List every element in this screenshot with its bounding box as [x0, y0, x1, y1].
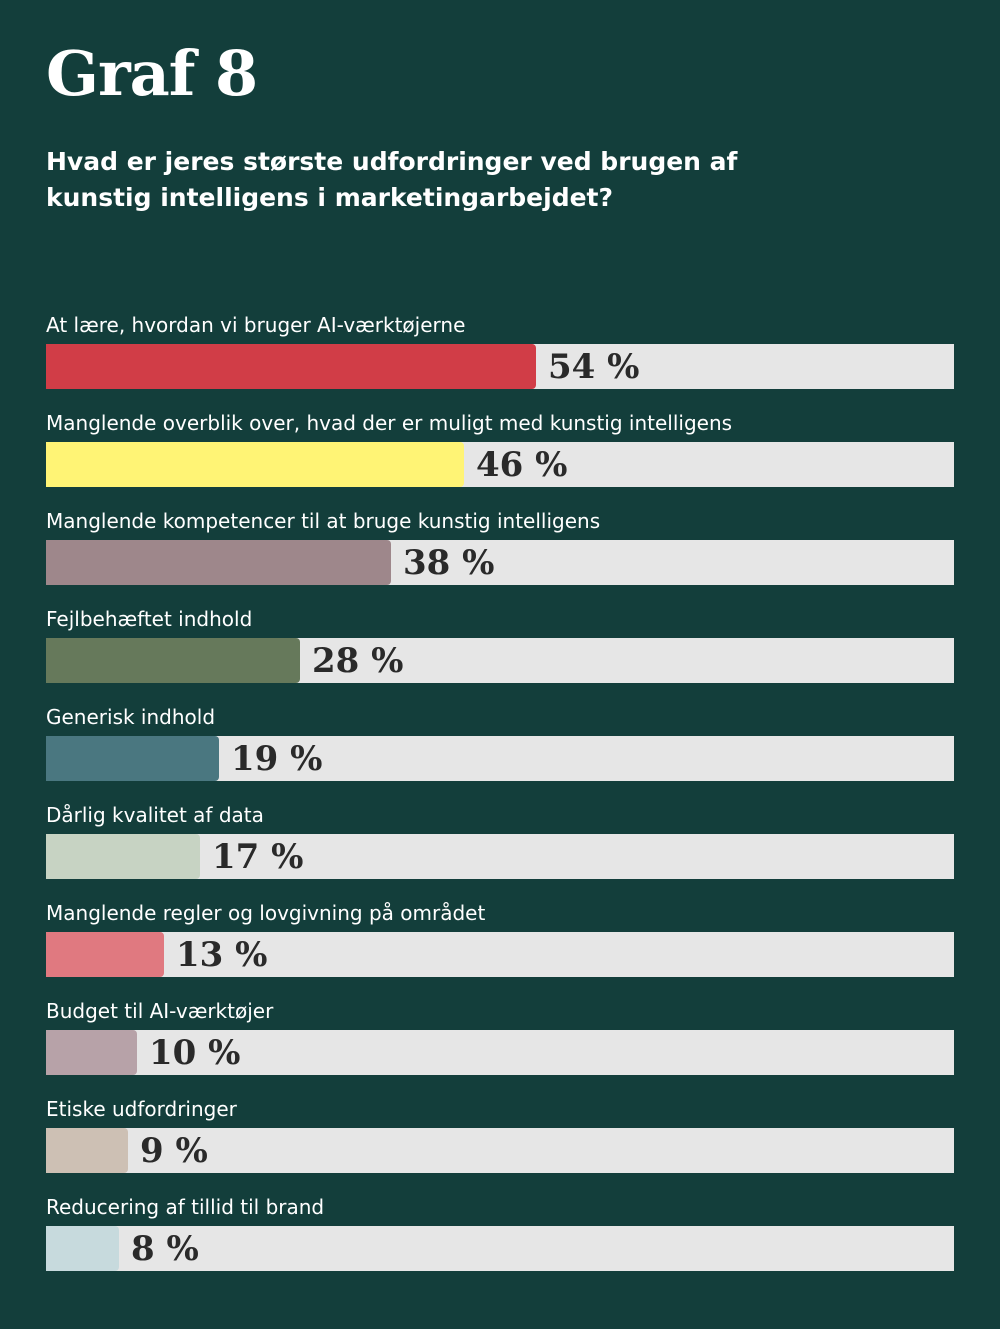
bar-track: 28 % [46, 638, 954, 683]
bar-fill [46, 540, 391, 585]
chart-title: Graf 8 [46, 37, 258, 110]
bar-value-label: 54 % [548, 347, 640, 387]
bar-label: Dårlig kvalitet af data [46, 803, 264, 827]
bar-fill [46, 932, 164, 977]
bar-row: Manglende regler og lovgivning på område… [46, 900, 954, 980]
bar-track: 8 % [46, 1226, 954, 1271]
bar-row: Fejlbehæftet indhold 28 % [46, 606, 954, 686]
bar-value-label: 9 % [140, 1131, 208, 1171]
bar-fill [46, 442, 464, 487]
bar-row: Dårlig kvalitet af data 17 % [46, 802, 954, 882]
bar-track: 54 % [46, 344, 954, 389]
bar-value-label: 28 % [312, 641, 404, 681]
bar-value-label: 46 % [476, 445, 568, 485]
bar-fill [46, 1128, 128, 1173]
bar-label: Manglende regler og lovgivning på område… [46, 901, 486, 925]
bar-row: Reducering af tillid til brand 8 % [46, 1194, 954, 1274]
bar-row: Generisk indhold 19 % [46, 704, 954, 784]
bar-fill [46, 1226, 119, 1271]
bar-row: Manglende overblik over, hvad der er mul… [46, 410, 954, 490]
bar-value-label: 19 % [231, 739, 323, 779]
bar-label: Reducering af tillid til brand [46, 1195, 325, 1219]
bar-track: 9 % [46, 1128, 954, 1173]
bar-label: At lære, hvordan vi bruger AI-værktøjern… [46, 313, 466, 337]
bar-value-label: 17 % [212, 837, 304, 877]
bar-track: 13 % [46, 932, 954, 977]
bar-track: 19 % [46, 736, 954, 781]
bar-label: Manglende overblik over, hvad der er mul… [46, 411, 733, 435]
bar-label: Budget til AI-værktøjer [46, 999, 274, 1023]
bar-row: At lære, hvordan vi bruger AI-værktøjern… [46, 312, 954, 392]
bar-fill [46, 834, 200, 879]
chart-subtitle: Hvad er jeres største udfordringer ved b… [46, 147, 738, 212]
bar-track: 46 % [46, 442, 954, 487]
bar-fill [46, 736, 219, 781]
bar-fill [46, 1030, 137, 1075]
bar-label: Manglende kompetencer til at bruge kunst… [46, 509, 601, 533]
bar-row: Budget til AI-værktøjer 10 % [46, 998, 954, 1078]
bar-track: 38 % [46, 540, 954, 585]
bar-value-label: 10 % [149, 1033, 241, 1073]
bar-value-label: 8 % [131, 1229, 199, 1269]
bar-label: Generisk indhold [46, 705, 216, 729]
bar-value-label: 13 % [176, 935, 268, 975]
bar-label: Fejlbehæftet indhold [46, 607, 253, 631]
bar-track: 10 % [46, 1030, 954, 1075]
bar-fill [46, 638, 300, 683]
bar-fill [46, 344, 536, 389]
bar-row: Manglende kompetencer til at bruge kunst… [46, 508, 954, 588]
bar-track: 17 % [46, 834, 954, 879]
bar-row: Etiske udfordringer 9 % [46, 1096, 954, 1176]
bar-value-label: 38 % [403, 543, 495, 583]
bar-label: Etiske udfordringer [46, 1097, 237, 1121]
